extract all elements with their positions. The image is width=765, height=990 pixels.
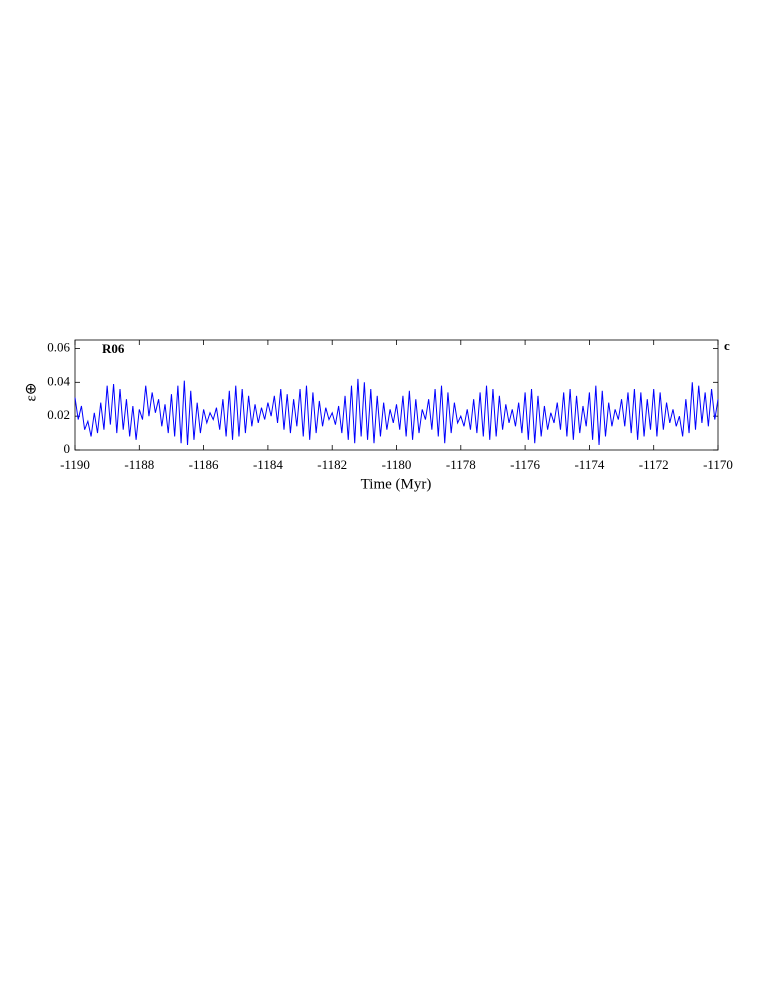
y-axis-label: ε⊕ — [23, 383, 39, 402]
y-tick-label: 0.04 — [47, 373, 70, 388]
y-tick-label: 0.06 — [47, 339, 70, 354]
x-axis-label: Time (Myr) — [361, 476, 432, 492]
x-tick-label: -1184 — [253, 457, 283, 472]
x-tick-label: -1174 — [574, 457, 604, 472]
x-tick-label: -1188 — [124, 457, 154, 472]
data-line — [74, 378, 719, 445]
x-tick-label: -1180 — [382, 457, 412, 472]
panel-label: c — [724, 338, 730, 353]
y-tick-label: 0.02 — [47, 407, 70, 422]
x-tick-label: -1182 — [317, 457, 347, 472]
x-tick-label: -1176 — [510, 457, 540, 472]
x-tick-label: -1170 — [703, 457, 733, 472]
x-tick-label: -1172 — [639, 457, 669, 472]
y-tick-label: 0 — [64, 441, 71, 456]
x-tick-label: -1186 — [189, 457, 219, 472]
x-tick-label: -1178 — [446, 457, 476, 472]
annotation: R06 — [102, 341, 125, 356]
x-tick-label: -1190 — [60, 457, 90, 472]
